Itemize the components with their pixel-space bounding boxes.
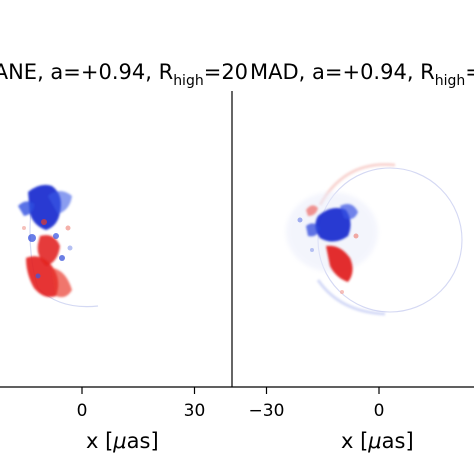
panel-title-mad: MAD, a=+0.94, Rhigh=	[250, 60, 474, 89]
x-axis-label-mad: x [μas]	[341, 429, 414, 453]
panel-sane: SANE, a=+0.94, Rhigh=20	[0, 60, 248, 453]
x-ticks-sane: 0 30	[77, 387, 206, 421]
x-tick-label-mad: −30	[249, 401, 285, 421]
x-tick-label-mad: 0	[374, 401, 385, 421]
heatmap-image-mad	[286, 163, 463, 316]
panel-mad: MAD, a=+0.94, Rhigh=	[231, 60, 474, 453]
heatmap-image-sane	[18, 184, 99, 308]
x-axis-label-sane: x [μas]	[86, 429, 159, 453]
x-ticks-mad: −30 0	[249, 387, 385, 421]
panel-title-sane: SANE, a=+0.94, Rhigh=20	[0, 60, 248, 89]
x-tick-label-sane: 30	[184, 401, 206, 421]
x-tick-label-sane: 0	[77, 401, 88, 421]
